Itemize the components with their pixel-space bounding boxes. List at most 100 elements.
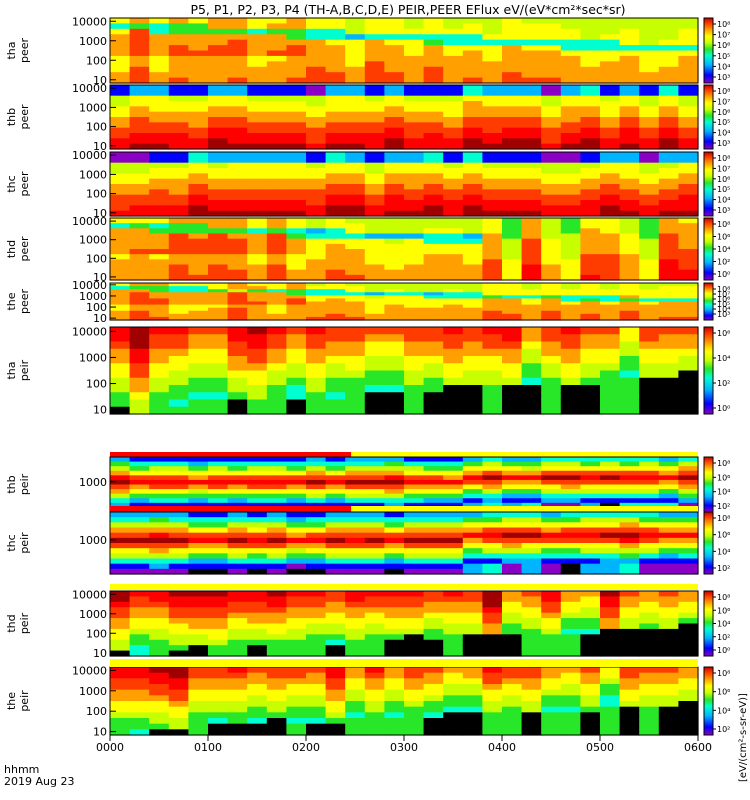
spectrogram-cell [110,517,131,523]
spectrogram-cell [110,493,131,499]
spectrogram-cell [521,313,542,318]
spectrogram-cell [404,117,425,123]
spectrogram-cell [462,618,483,625]
spectrogram-cell [482,607,503,614]
spectrogram-cell [404,399,425,408]
spectrogram-cell [541,23,562,30]
spectrogram-cell [306,157,327,164]
spectrogram-cell [580,522,601,529]
spectrogram-cell [384,341,405,350]
spectrogram-cell [541,307,562,312]
spectrogram-cell [364,532,385,539]
spectrogram-cell [619,243,640,250]
spectrogram-cell [129,385,150,393]
spectrogram-cell [208,313,229,318]
spectrogram-cell [482,532,503,539]
spectrogram-cell [619,173,640,180]
spectrogram-cell [423,50,444,57]
spectrogram-cell [404,612,425,619]
spectrogram-cell [560,502,581,509]
spectrogram-cell [208,66,229,73]
spectrogram-cell [639,304,660,309]
spectrogram-cell [149,189,170,196]
spectrogram-cell [149,286,170,290]
spectrogram-cell [580,184,601,190]
spectrogram-cell [345,370,366,379]
spectrogram-cell [560,274,581,281]
spectrogram-cell [345,701,366,708]
spectrogram-cell [345,667,366,674]
spectrogram-cell [345,348,366,357]
spectrogram-cell [325,678,346,685]
spectrogram-cell [521,162,542,169]
spectrogram-cell [208,327,229,335]
spectrogram-cell [188,304,209,309]
spectrogram-cell [619,650,640,657]
spectrogram-cell [560,327,581,335]
spectrogram-cell [129,313,150,318]
spectrogram-cell [678,527,699,534]
spectrogram-cell [560,23,581,30]
spectrogram-cell [600,502,621,509]
spectrogram-cell [306,122,327,129]
spectrogram-cell [345,117,366,123]
spectrogram-cell [129,489,150,495]
spectrogram-cell [188,612,209,619]
spectrogram-cell [678,310,699,315]
spectrogram-cell [521,34,542,41]
spectrogram-cell [325,283,346,287]
spectrogram-cell [404,210,425,217]
spectrogram-cell [168,385,189,393]
spectrogram-cell [600,623,621,630]
spectrogram-cell [639,274,660,281]
spectrogram-cell [208,517,229,523]
spectrogram-cell [364,292,385,296]
spectrogram-cell [443,684,464,691]
spectrogram-cell [619,304,640,309]
spectrogram-cell [658,498,679,504]
spectrogram-cell [149,522,170,529]
spectrogram-cell [619,138,640,145]
spectrogram-cell [325,612,346,619]
spectrogram-cell [227,406,248,415]
spectrogram-cell [110,210,131,217]
spectrogram-cell [168,72,189,79]
spectrogram-cell [541,313,562,318]
spectrogram-cell [227,133,248,139]
spectrogram-cell [541,461,562,467]
spectrogram-cell [404,173,425,180]
spectrogram-cell [521,618,542,625]
spectrogram-cell [658,522,679,529]
spectrogram-cell [423,689,444,696]
spectrogram-cell [110,356,131,364]
spectrogram-cell [110,310,131,315]
spectrogram-cell [521,667,542,674]
spectrogram-cell [168,173,189,180]
spectrogram-cell [168,489,189,495]
spectrogram-cell [266,512,287,518]
spectrogram-cell [286,138,307,145]
spectrogram-cell [384,122,405,129]
spectrogram-cell [286,712,307,719]
spectrogram-cell [266,194,287,201]
spectrogram-cell [482,475,503,481]
spectrogram-cell [168,563,189,570]
spectrogram-cell [208,532,229,539]
spectrogram-cell [658,363,679,372]
colorbar-tick-label: 10² [717,564,730,573]
spectrogram-cell [462,152,483,158]
spectrogram-cell [227,634,248,641]
spectrogram-cell [110,143,131,150]
spectrogram-cell [560,623,581,630]
spectrogram-cell [619,152,640,158]
spectrogram-cell [443,101,464,107]
spectrogram-cell [658,238,679,245]
spectrogram-cell [678,667,699,674]
spectrogram-cell [306,522,327,529]
spectrogram-cell [541,489,562,495]
spectrogram-cell [639,72,660,79]
spectrogram-cell [266,292,287,296]
spectrogram-cell [678,117,699,123]
spectrogram-cell [325,601,346,608]
spectrogram-cell [462,254,483,260]
